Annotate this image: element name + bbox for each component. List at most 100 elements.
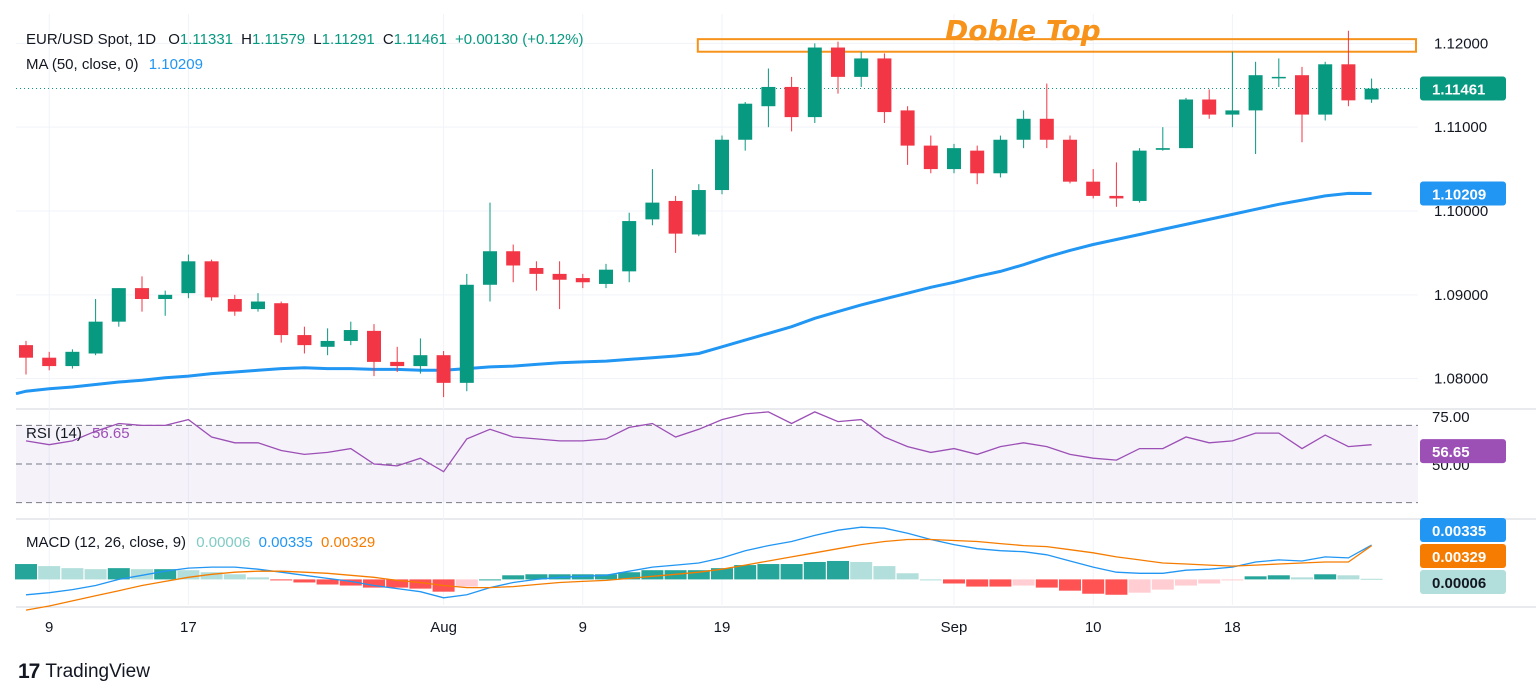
macd-histogram-bar bbox=[455, 579, 478, 587]
ma-price-tag-bg bbox=[1420, 181, 1506, 206]
open-value: 1.11331 bbox=[179, 31, 233, 48]
macd-histogram-bar bbox=[687, 570, 710, 580]
macd-hist-tag-bg bbox=[1420, 570, 1506, 594]
high-label: H bbox=[241, 31, 253, 48]
macd-histogram-bar bbox=[223, 574, 246, 580]
candle-body bbox=[552, 273, 567, 280]
candle-body bbox=[900, 110, 915, 146]
candle-body bbox=[622, 221, 637, 272]
tradingview-brand[interactable]: 17 TradingView bbox=[18, 660, 150, 684]
candle-body bbox=[691, 190, 706, 235]
candle-body bbox=[135, 288, 149, 300]
macd-histogram-bar bbox=[409, 579, 432, 589]
candle-body bbox=[1248, 75, 1263, 111]
candle-body bbox=[343, 330, 358, 341]
macd-histogram-bar bbox=[15, 564, 37, 580]
macd-histogram-bar bbox=[84, 569, 107, 580]
close-label: C bbox=[382, 31, 394, 48]
candle-body bbox=[227, 299, 242, 312]
rsi-value-tag-bg bbox=[1420, 439, 1506, 464]
candle-body bbox=[1225, 110, 1240, 115]
low-label: L bbox=[313, 31, 322, 48]
candle-body bbox=[738, 103, 753, 140]
rsi-pane bbox=[16, 411, 1418, 504]
candle-body bbox=[923, 145, 938, 170]
rsi-label[interactable]: RSI (14) bbox=[26, 425, 82, 442]
candle-body bbox=[436, 355, 451, 383]
candle-body bbox=[251, 301, 265, 310]
candle-body bbox=[297, 335, 312, 346]
candle-body bbox=[1109, 195, 1124, 199]
high-value: 1.11579 bbox=[252, 31, 306, 48]
macd-histogram-bar bbox=[1035, 579, 1058, 588]
macd-histogram-bar bbox=[896, 573, 919, 580]
candle-body bbox=[599, 269, 613, 284]
candle-body bbox=[575, 278, 590, 283]
ma-label[interactable]: MA (50, close, 0) bbox=[26, 56, 139, 73]
macd-histogram-bar bbox=[247, 577, 269, 580]
candle-body bbox=[529, 268, 544, 274]
candle-body bbox=[1039, 118, 1054, 140]
macd-histogram-bar bbox=[1221, 579, 1244, 581]
candle-body bbox=[831, 47, 845, 77]
candle-body bbox=[947, 148, 961, 170]
macd-histogram-bar bbox=[154, 569, 177, 580]
time-tick-label: 10 bbox=[1085, 619, 1102, 636]
change-value: +0.00130 (+0.12%) bbox=[455, 31, 584, 48]
macd-line bbox=[25, 526, 1372, 599]
candle-body bbox=[761, 86, 776, 107]
tradingview-logo-icon: 17 bbox=[18, 660, 40, 683]
candle-body bbox=[993, 139, 1008, 174]
grid bbox=[16, 14, 1536, 608]
macd-histogram-bar bbox=[711, 568, 733, 580]
price-tick-label: 1.11000 bbox=[1434, 119, 1487, 136]
time-tick-label: 19 bbox=[714, 619, 731, 636]
time-tick-label: Aug bbox=[430, 619, 457, 636]
candle-body bbox=[1016, 118, 1031, 140]
candle-body bbox=[645, 202, 660, 220]
macd-signal-tag-bg bbox=[1420, 544, 1506, 568]
last-price-tag: 1.11461 bbox=[1432, 82, 1485, 99]
price-tick-label: 1.10000 bbox=[1434, 203, 1488, 220]
low-value: 1.11291 bbox=[321, 31, 375, 48]
symbol-title[interactable]: EUR/USD Spot, 1D bbox=[26, 31, 157, 48]
time-tick-label: 18 bbox=[1224, 619, 1241, 636]
doble-top-box bbox=[696, 38, 1417, 53]
candle-body bbox=[807, 47, 822, 118]
price-tick-label: 1.09000 bbox=[1434, 287, 1488, 304]
rsi-value-tag: 56.65 bbox=[1432, 444, 1470, 461]
rsi-axis-tick: 75.00 bbox=[1432, 409, 1470, 426]
macd-label[interactable]: MACD (12, 26, close, 9) bbox=[26, 534, 187, 551]
candle-body bbox=[1132, 150, 1147, 201]
candle-body bbox=[506, 251, 521, 266]
last-price-tag-bg bbox=[1420, 76, 1506, 101]
macd-histogram-bar bbox=[107, 568, 130, 580]
candle-body bbox=[111, 288, 126, 322]
macd-histogram-bar bbox=[502, 575, 525, 580]
macd-histogram-bar bbox=[1012, 579, 1035, 586]
candle-body bbox=[715, 139, 729, 191]
candle-body bbox=[970, 150, 985, 174]
macd-histogram-bar bbox=[595, 574, 617, 580]
legend-row-ohlc: EUR/USD Spot, 1D O1.11331 H1.11579 L1.11… bbox=[26, 31, 583, 48]
candle-body bbox=[274, 303, 289, 336]
macd-line-value: 0.00335 bbox=[258, 534, 313, 551]
macd-histogram-bar bbox=[827, 560, 849, 580]
open-label: O bbox=[168, 31, 180, 48]
candle-body bbox=[42, 357, 57, 367]
macd-histogram-bar bbox=[525, 574, 548, 580]
legend-row-macd: MACD (12, 26, close, 9) 0.00006 0.00335 … bbox=[26, 534, 375, 551]
candle-body bbox=[1155, 148, 1170, 150]
macd-histogram-bar bbox=[1360, 578, 1383, 580]
macd-histogram-bar bbox=[919, 579, 942, 581]
macd-histogram-bar bbox=[1082, 579, 1105, 594]
time-tick-label: 17 bbox=[180, 619, 197, 636]
candle-body bbox=[65, 351, 80, 367]
macd-histogram-bar bbox=[1267, 575, 1290, 580]
candle-body bbox=[1202, 99, 1217, 115]
time-tick-label: 9 bbox=[579, 619, 587, 636]
candle-body bbox=[19, 345, 33, 358]
candle-body bbox=[413, 355, 428, 367]
macd-pane bbox=[15, 526, 1383, 611]
